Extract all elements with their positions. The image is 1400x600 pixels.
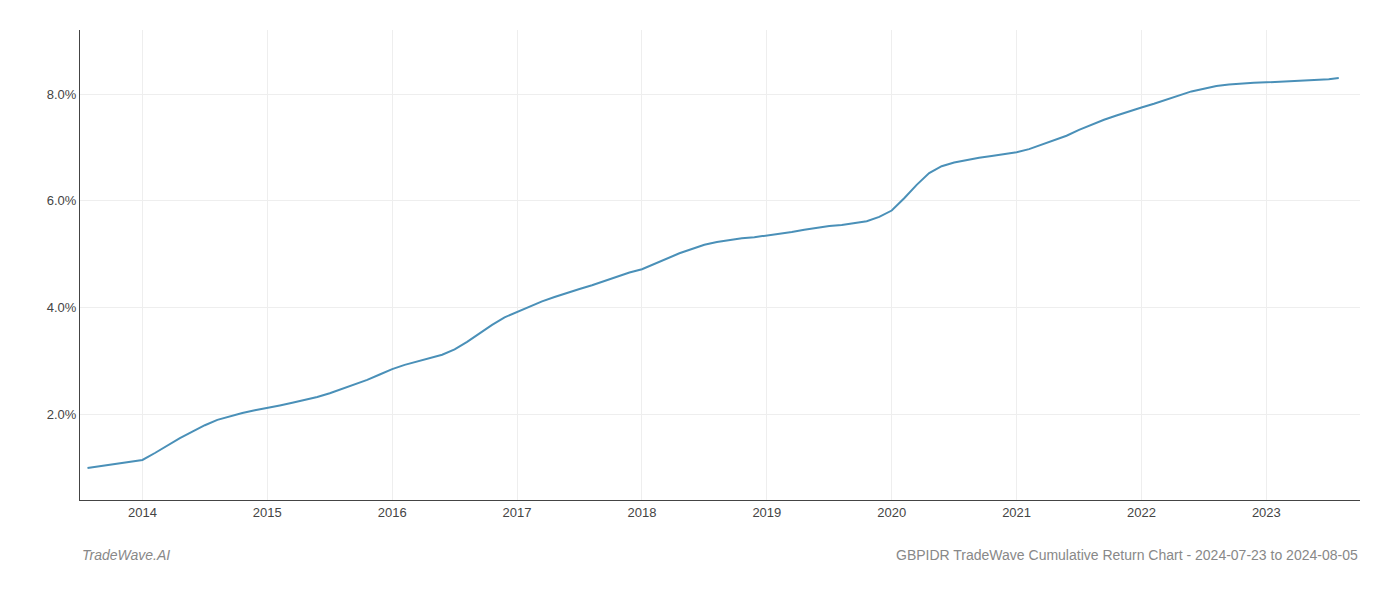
svg-text:2021: 2021 [1002,505,1031,520]
svg-text:GBPIDR TradeWave Cumulative Re: GBPIDR TradeWave Cumulative Return Chart… [896,547,1358,563]
svg-text:4.0%: 4.0% [47,300,77,315]
svg-text:2016: 2016 [378,505,407,520]
svg-text:2023: 2023 [1252,505,1281,520]
svg-text:2022: 2022 [1127,505,1156,520]
svg-text:6.0%: 6.0% [47,193,77,208]
svg-text:2.0%: 2.0% [47,407,77,422]
svg-text:2019: 2019 [752,505,781,520]
svg-text:TradeWave.AI: TradeWave.AI [82,547,170,563]
svg-text:8.0%: 8.0% [47,87,77,102]
svg-text:2017: 2017 [503,505,532,520]
svg-text:2014: 2014 [128,505,157,520]
svg-text:2015: 2015 [253,505,282,520]
svg-text:2018: 2018 [627,505,656,520]
svg-text:2020: 2020 [877,505,906,520]
